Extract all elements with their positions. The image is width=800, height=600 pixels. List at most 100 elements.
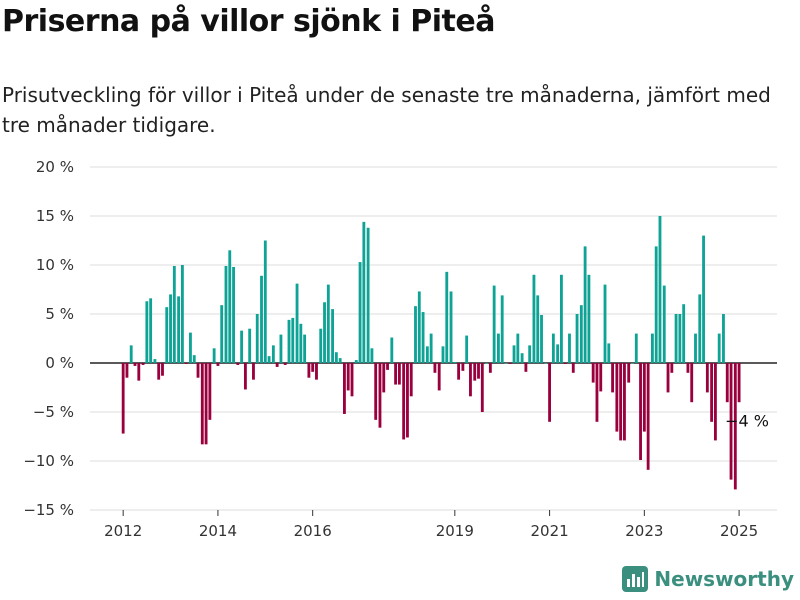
y-tick-label: 0 % [45,354,74,372]
bar [402,363,406,440]
bar [469,363,472,397]
bar [299,323,303,363]
bar [283,363,287,365]
bar [722,314,725,363]
bar [556,344,560,363]
bar [615,363,619,432]
x-tick-label: 2023 [625,522,663,540]
bar [702,235,705,363]
bar [200,363,204,445]
y-axis: 20 % 15 % 10 % 5 % 0 % −5 % −10 % −15 % [23,158,74,519]
grid-lines [90,166,777,511]
bar [737,363,741,403]
bar [654,246,658,363]
bar [386,363,389,370]
bar [662,285,666,363]
bar [252,363,255,380]
bar [575,314,579,363]
bar [378,363,382,428]
bar [165,307,169,363]
bar [520,353,524,363]
bar [394,363,398,385]
bar [425,346,429,363]
bar [433,363,437,373]
bar [488,363,492,373]
annotation: −4 % [725,412,769,431]
bar [421,312,425,363]
bar [303,334,307,363]
bar [500,295,504,363]
bar [133,363,137,366]
bar [287,319,291,363]
bar [275,363,279,367]
bar [504,363,508,364]
bar [485,363,488,364]
bar [343,363,346,414]
bar [334,352,338,363]
bar [639,363,642,461]
x-tick-label: 2014 [199,522,237,540]
bar [406,363,409,438]
bar [338,358,342,363]
bar [536,295,540,363]
bar [437,363,441,391]
bar [603,284,607,363]
bar [571,363,575,373]
bar [544,363,548,364]
bar [137,363,141,381]
bar [366,227,370,363]
bar-chart-logo-icon [622,566,649,592]
bar [129,345,133,363]
bar [473,363,477,381]
bar [607,343,611,363]
bar [441,346,445,363]
bar [149,298,153,363]
bar [568,333,571,363]
bar [646,363,650,470]
x-tick-label: 2025 [720,522,758,540]
bar [232,266,235,363]
bar [307,363,311,378]
bar [323,302,326,363]
y-tick-label: 10 % [36,256,74,274]
bar [390,337,394,363]
bar [682,304,686,363]
bar [583,246,587,363]
bar [480,363,484,412]
bar [658,216,662,363]
y-tick-label: −10 % [23,452,74,470]
bar [725,363,729,403]
bar [260,275,263,363]
bar [417,291,421,363]
bar [196,363,200,378]
bar [346,363,350,391]
bars [121,216,741,490]
bar [619,363,623,441]
bar [560,274,563,363]
bar [204,363,208,445]
bar [169,294,172,363]
bar [445,271,449,363]
bar [145,301,149,363]
bar [208,363,212,420]
bar [358,262,362,363]
bar [591,363,595,383]
y-tick-label: 15 % [36,207,74,225]
bar [587,274,591,363]
bar [449,291,453,363]
bar [161,363,164,376]
bar [713,363,717,441]
bar [453,362,457,363]
x-tick-label: 2019 [436,522,474,540]
bar [319,328,323,363]
bar [551,333,555,363]
bar-chart: 20 %15 %10 %5 %0 %−5 %−10 %−15 % 2012 201… [23,158,777,540]
y-tick-label: −5 % [33,403,74,421]
bar [153,359,157,363]
bar [516,333,520,363]
brand-logo: Newsworthy [622,566,794,592]
brand-name: Newsworthy [654,567,794,591]
bar [627,363,631,383]
bar [192,355,196,363]
bar [414,306,417,363]
